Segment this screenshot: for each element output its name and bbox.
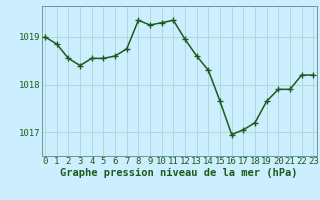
X-axis label: Graphe pression niveau de la mer (hPa): Graphe pression niveau de la mer (hPa): [60, 168, 298, 178]
